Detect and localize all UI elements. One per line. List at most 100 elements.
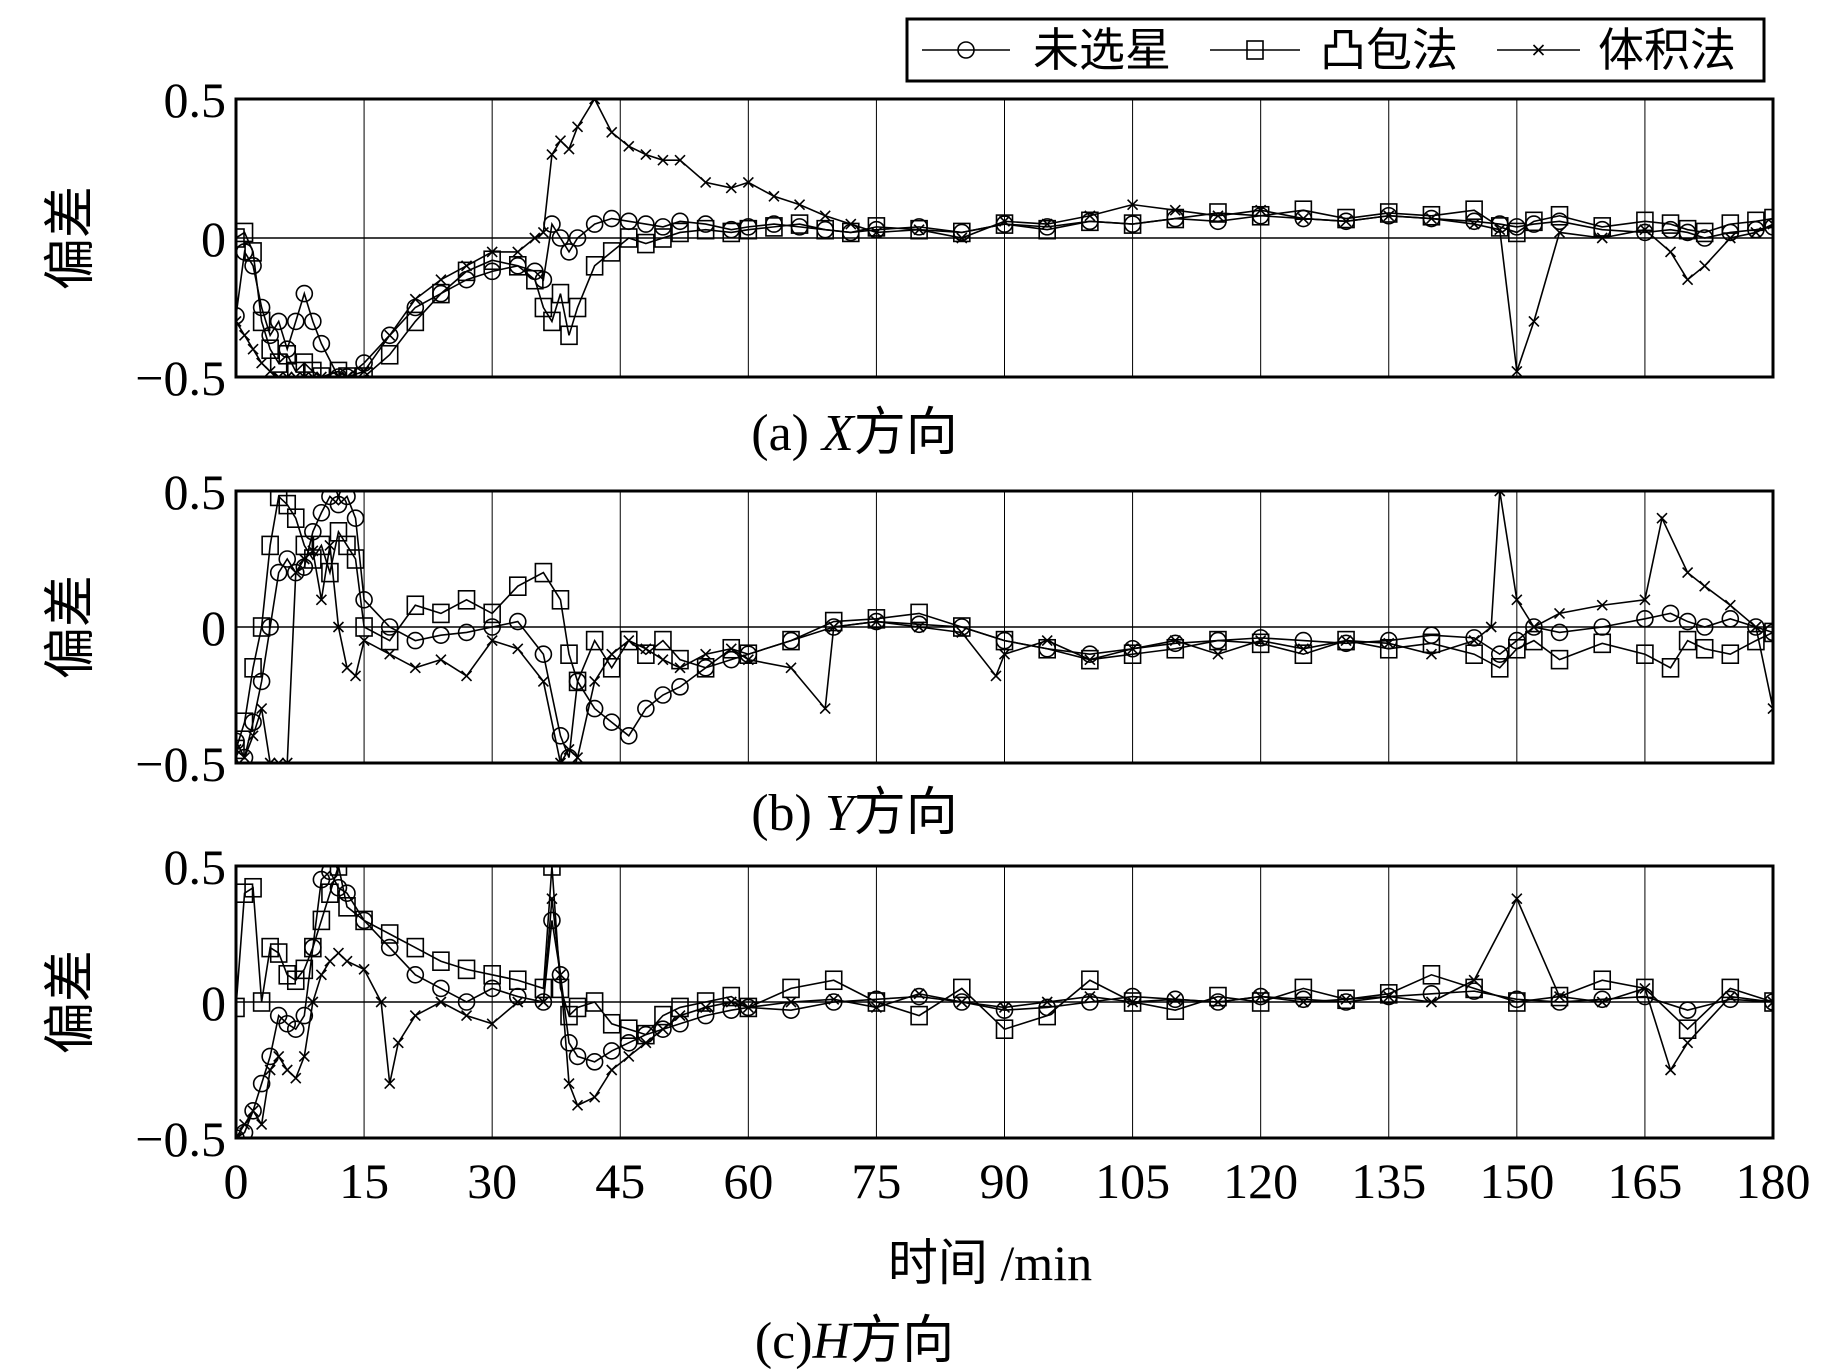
data-point: [1764, 622, 1773, 643]
data-point: [1209, 630, 1227, 651]
data-point: [563, 743, 575, 755]
data-point: [654, 228, 672, 248]
data-point: [236, 1132, 242, 1138]
data-point: [508, 255, 527, 276]
data-point: [1678, 1001, 1697, 1019]
data-point: [722, 986, 741, 1007]
data-point: [338, 884, 356, 903]
series-square: [236, 866, 1773, 1045]
data-point: [671, 678, 689, 696]
data-point: [1255, 990, 1267, 1003]
data-point: [1724, 990, 1736, 1003]
y-tick-label: 0.5: [164, 839, 227, 895]
legend-item-2: 凸包法: [1210, 25, 1458, 76]
data-point: [338, 491, 356, 506]
data-point: [358, 963, 370, 975]
data-point: [384, 648, 396, 660]
data-point: [551, 283, 570, 304]
data-point: [742, 176, 754, 188]
data-point: [1169, 635, 1181, 647]
data-point: [1383, 637, 1395, 649]
data-point: [1465, 212, 1483, 231]
panel-caption: (c)H方向: [755, 1313, 954, 1369]
data-point: [606, 648, 618, 660]
data-point: [435, 654, 447, 666]
data-point: [1695, 222, 1714, 243]
data-point: [295, 959, 314, 980]
data-point: [1379, 203, 1398, 223]
data-point: [696, 657, 715, 678]
data-point: [460, 670, 473, 682]
y-tick-label: 0: [201, 975, 226, 1031]
data-point: [349, 670, 362, 682]
data-point: [298, 1050, 310, 1062]
data-point: [742, 1001, 754, 1014]
data-point: [1081, 211, 1099, 232]
data-point: [1596, 996, 1608, 1008]
data-point: [238, 1118, 251, 1130]
data-point: [341, 662, 353, 674]
data-point: [602, 1013, 621, 1034]
data-point: [585, 215, 604, 233]
data-point: [953, 617, 971, 637]
data-point: [568, 1047, 587, 1066]
data-point: [332, 621, 345, 633]
series-cross: [236, 893, 1773, 1138]
data-point: [236, 743, 242, 755]
data-point: [1593, 633, 1612, 654]
data-point: [269, 312, 288, 331]
data-point: [671, 222, 689, 243]
data-point: [432, 283, 450, 304]
data-point: [252, 617, 271, 637]
data-point: [244, 1102, 262, 1120]
plot-frame: [234, 97, 1775, 379]
data-point: [1721, 644, 1740, 665]
data-point: [537, 675, 549, 687]
plot-frame: [234, 864, 1775, 1140]
data-point: [1255, 204, 1267, 216]
data-point: [432, 951, 450, 972]
data-point: [953, 993, 971, 1011]
data-point: [1721, 610, 1740, 628]
data-point: [273, 1050, 285, 1062]
data-point: [1485, 621, 1497, 633]
data-point: [725, 996, 737, 1008]
data-point: [355, 617, 373, 637]
data-point: [1699, 260, 1711, 272]
data-point: [1041, 218, 1053, 230]
data-point: [247, 730, 259, 742]
data-point: [244, 242, 262, 262]
data-point: [406, 311, 425, 332]
data-point: [1767, 703, 1773, 715]
data-point: [571, 1099, 584, 1111]
data-point: [1656, 512, 1668, 524]
data-point: [406, 595, 425, 616]
data-point: [828, 621, 840, 633]
data-point: [619, 1034, 638, 1052]
y-tick-label: −0.5: [135, 1111, 226, 1167]
data-point: [380, 344, 399, 365]
data-point: [1166, 1000, 1185, 1020]
data-point: [483, 618, 501, 636]
data-point: [742, 654, 754, 666]
data-point: [1695, 618, 1714, 636]
data-point: [534, 645, 553, 664]
x-tick-label: 60: [723, 1153, 773, 1209]
data-point: [1636, 610, 1654, 628]
data-point: [1494, 491, 1506, 497]
data-point: [794, 199, 806, 211]
data-point: [1209, 986, 1227, 1007]
data-point: [236, 315, 242, 327]
data-point: [457, 959, 476, 980]
data-point: [1639, 224, 1651, 236]
data-point: [571, 121, 584, 133]
data-point: [512, 996, 524, 1008]
data-point: [546, 893, 558, 905]
data-point: [551, 726, 570, 745]
data-point: [995, 630, 1014, 651]
data-point: [637, 215, 655, 233]
data-point: [910, 1005, 928, 1026]
data-point: [1682, 1037, 1694, 1049]
data-point: [264, 365, 276, 377]
data-point: [1081, 970, 1099, 991]
